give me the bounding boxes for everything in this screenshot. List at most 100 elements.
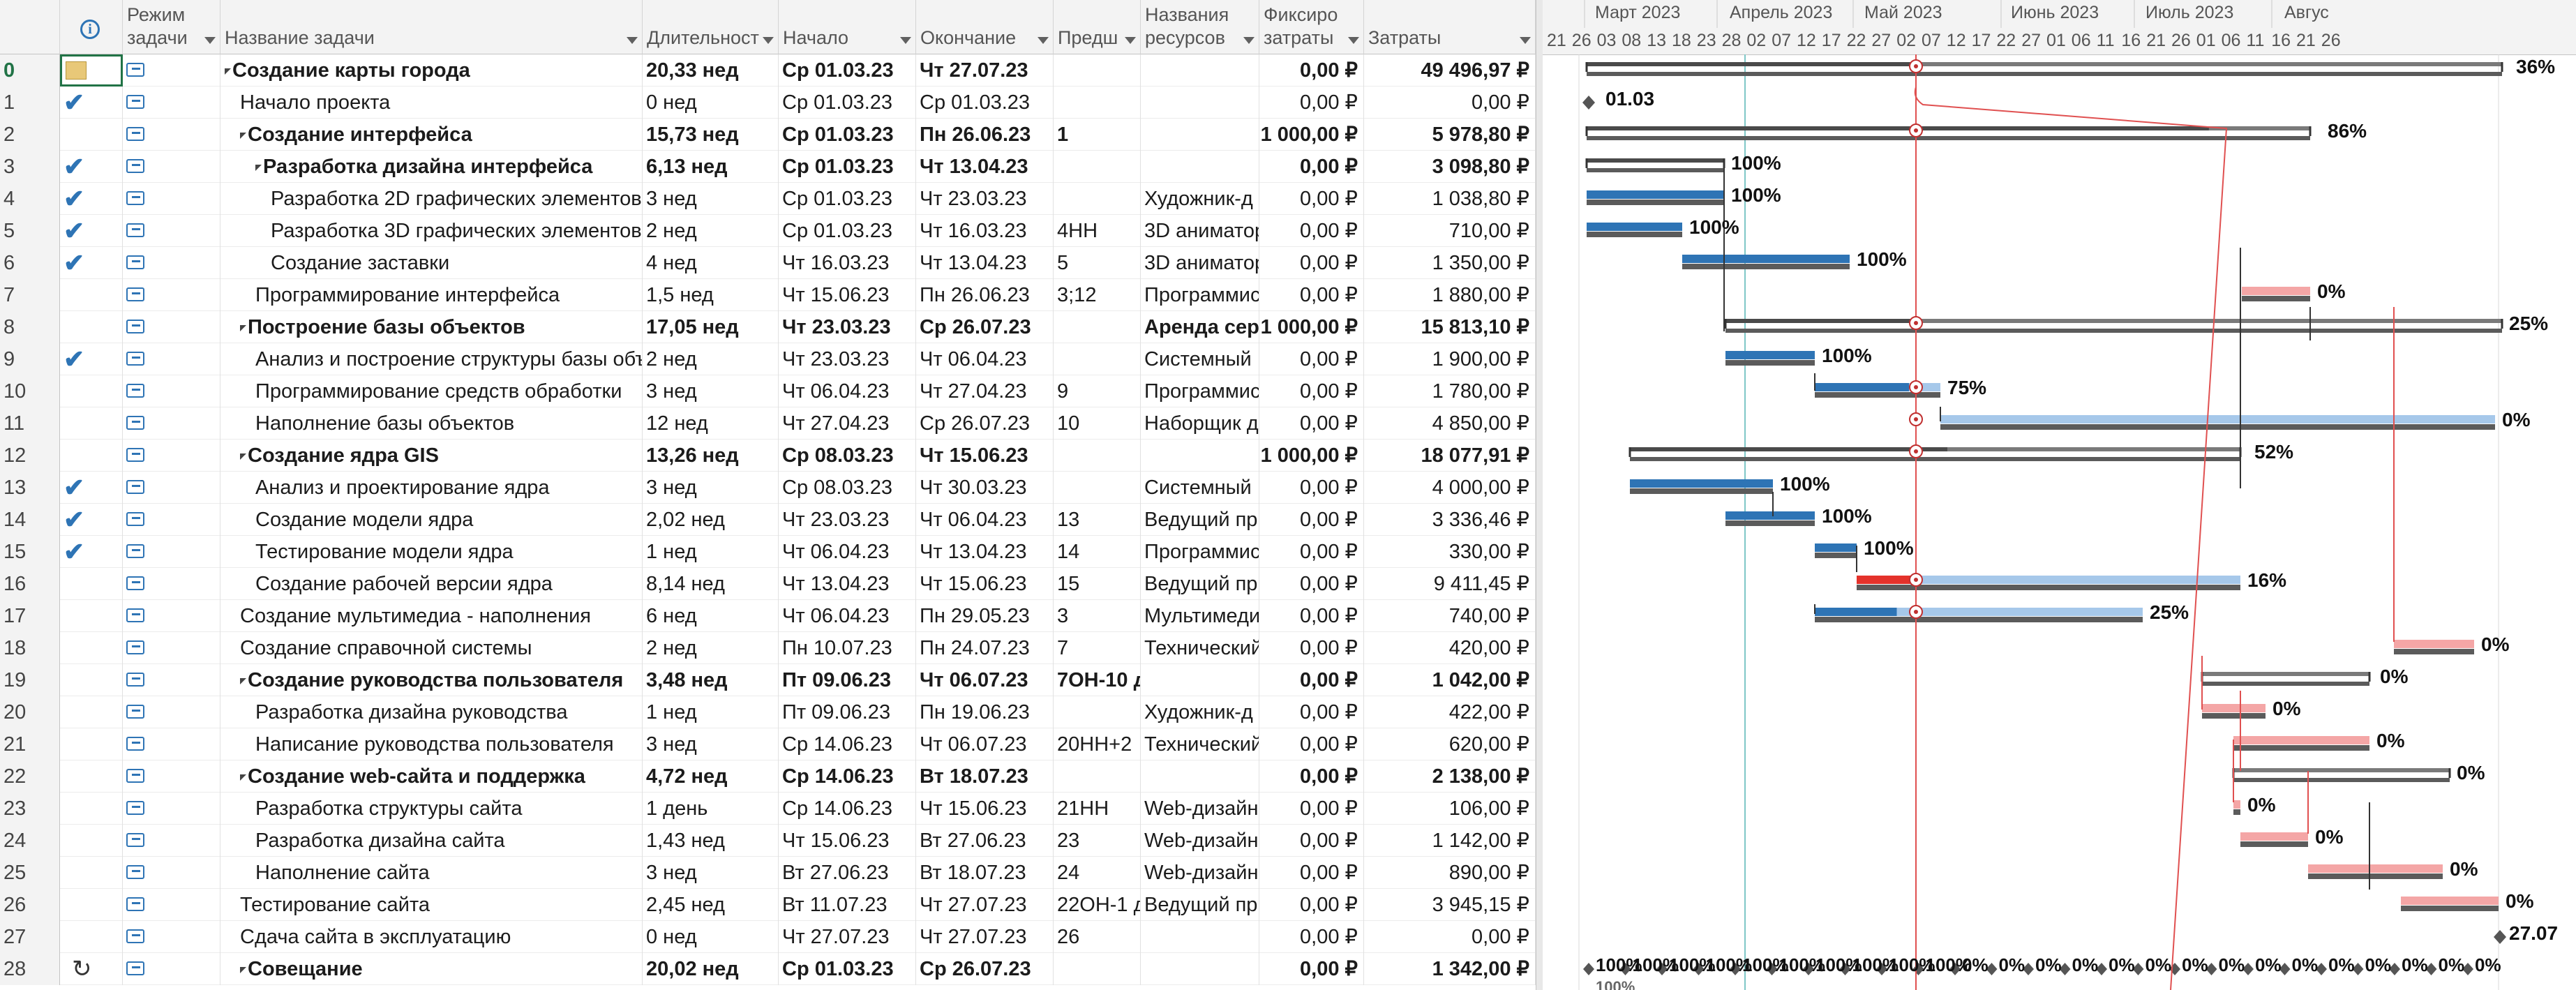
row-number[interactable]: 17 xyxy=(0,600,60,632)
task-duration[interactable]: 6 нед xyxy=(643,600,779,632)
task-start[interactable]: Чт 15.06.23 xyxy=(779,825,916,857)
task-duration[interactable]: 2,02 нед xyxy=(643,504,779,536)
task-mode-cell[interactable] xyxy=(123,472,220,504)
row-number[interactable]: 9 xyxy=(0,343,60,375)
indicator-cell[interactable]: ✔ xyxy=(60,183,123,215)
task-cost[interactable]: 1 142,00 ₽ xyxy=(1364,825,1536,857)
row-number[interactable]: 26 xyxy=(0,889,60,921)
task-finish[interactable]: Чт 13.04.23 xyxy=(916,536,1054,568)
table-row[interactable]: 17 Создание мультимедиа - наполнения 6 нед… xyxy=(0,600,1536,632)
row-number[interactable]: 5 xyxy=(0,215,60,247)
task-res[interactable]: Мультимедиа xyxy=(1141,600,1259,632)
task-duration[interactable]: 3 нед xyxy=(643,728,779,760)
dropdown-arrow-icon[interactable] xyxy=(204,37,216,44)
task-mode-cell[interactable] xyxy=(123,793,220,825)
task-res[interactable] xyxy=(1141,54,1259,87)
task-res[interactable] xyxy=(1141,151,1259,183)
task-cost[interactable]: 5 978,80 ₽ xyxy=(1364,119,1536,151)
task-start[interactable]: Чт 06.04.23 xyxy=(779,600,916,632)
task-fixed[interactable]: 0,00 ₽ xyxy=(1259,728,1364,760)
task-cost[interactable]: 0,00 ₽ xyxy=(1364,921,1536,953)
task-pred[interactable] xyxy=(1054,54,1141,87)
task-pred[interactable]: 7 xyxy=(1054,632,1141,664)
task-start[interactable]: Пн 10.07.23 xyxy=(779,632,916,664)
table-row[interactable]: 27 Сдача сайта в эксплуатацию 0 нед Чт 27.0… xyxy=(0,921,1536,953)
task-res[interactable]: Ведущий пр xyxy=(1141,889,1259,921)
row-number[interactable]: 10 xyxy=(0,375,60,407)
task-pred[interactable]: 22ОН-1 д xyxy=(1054,889,1141,921)
task-start[interactable]: Ср 14.06.23 xyxy=(779,793,916,825)
task-start[interactable]: Ср 14.06.23 xyxy=(779,760,916,793)
table-row[interactable]: 13 ✔ Анализ и проектирование ядра 3 нед Ср 0… xyxy=(0,472,1536,504)
task-res[interactable]: Художник-д xyxy=(1141,183,1259,215)
task-duration[interactable]: 17,05 нед xyxy=(643,311,779,343)
task-cost[interactable]: 49 496,97 ₽ xyxy=(1364,54,1536,87)
task-mode-cell[interactable] xyxy=(123,504,220,536)
task-mode-cell[interactable] xyxy=(123,568,220,600)
task-cost[interactable]: 1 038,80 ₽ xyxy=(1364,183,1536,215)
task-start[interactable]: Чт 06.04.23 xyxy=(779,375,916,407)
task-pred[interactable]: 26 xyxy=(1054,921,1141,953)
task-fixed[interactable]: 0,00 ₽ xyxy=(1259,343,1364,375)
task-name[interactable]: Наполнение базы объектов xyxy=(220,407,643,440)
task-start[interactable]: Пт 09.06.23 xyxy=(779,696,916,728)
task-res[interactable]: Web-дизайн xyxy=(1141,857,1259,889)
task-name[interactable]: Начало проекта xyxy=(220,87,643,119)
task-finish[interactable]: Чт 06.07.23 xyxy=(916,728,1054,760)
task-finish[interactable]: Чт 15.06.23 xyxy=(916,440,1054,472)
task-pred[interactable] xyxy=(1054,472,1141,504)
indicator-cell[interactable] xyxy=(60,54,123,87)
task-res[interactable]: Программист xyxy=(1141,536,1259,568)
task-mode-cell[interactable] xyxy=(123,87,220,119)
task-start[interactable]: Ср 08.03.23 xyxy=(779,472,916,504)
indicator-cell[interactable] xyxy=(60,825,123,857)
task-duration[interactable]: 2 нед xyxy=(643,632,779,664)
task-mode-cell[interactable] xyxy=(123,760,220,793)
task-mode-cell[interactable] xyxy=(123,119,220,151)
name-header[interactable]: Название задачи xyxy=(220,0,643,54)
indicator-cell[interactable] xyxy=(60,600,123,632)
task-finish[interactable]: Пн 29.05.23 xyxy=(916,600,1054,632)
mode-header[interactable]: Режим задачи xyxy=(123,0,220,54)
task-duration[interactable]: 15,73 нед xyxy=(643,119,779,151)
task-finish[interactable]: Чт 06.07.23 xyxy=(916,664,1054,696)
table-row[interactable]: 28 ↻ Совещание 20,02 нед Ср 01.03.23 Ср 26.07… xyxy=(0,953,1536,985)
task-mode-cell[interactable] xyxy=(123,664,220,696)
task-pred[interactable]: 23 xyxy=(1054,825,1141,857)
task-start[interactable]: Чт 27.04.23 xyxy=(779,407,916,440)
row-number[interactable]: 22 xyxy=(0,760,60,793)
task-fixed[interactable]: 0,00 ₽ xyxy=(1259,953,1364,985)
task-res[interactable] xyxy=(1141,664,1259,696)
task-pred[interactable] xyxy=(1054,151,1141,183)
task-cost[interactable]: 15 813,10 ₽ xyxy=(1364,311,1536,343)
dropdown-arrow-icon[interactable] xyxy=(1125,37,1136,44)
task-duration[interactable]: 4 нед xyxy=(643,247,779,279)
task-start[interactable]: Ср 01.03.23 xyxy=(779,151,916,183)
task-mode-cell[interactable] xyxy=(123,215,220,247)
indicators-header[interactable]: i xyxy=(60,0,123,54)
task-finish[interactable]: Чт 27.07.23 xyxy=(916,889,1054,921)
task-res[interactable]: Web-дизайн xyxy=(1141,825,1259,857)
dropdown-arrow-icon[interactable] xyxy=(1348,37,1359,44)
task-finish[interactable]: Вт 18.07.23 xyxy=(916,857,1054,889)
task-cost[interactable]: 1 880,00 ₽ xyxy=(1364,279,1536,311)
indicator-cell[interactable] xyxy=(60,632,123,664)
task-cost[interactable]: 1 900,00 ₽ xyxy=(1364,343,1536,375)
row-number[interactable]: 20 xyxy=(0,696,60,728)
task-fixed[interactable]: 0,00 ₽ xyxy=(1259,472,1364,504)
task-cost[interactable]: 620,00 ₽ xyxy=(1364,728,1536,760)
task-name[interactable]: Создание заставки xyxy=(220,247,643,279)
task-finish[interactable]: Ср 01.03.23 xyxy=(916,87,1054,119)
task-cost[interactable]: 330,00 ₽ xyxy=(1364,536,1536,568)
row-number[interactable]: 21 xyxy=(0,728,60,760)
task-duration[interactable]: 3 нед xyxy=(643,375,779,407)
task-duration[interactable]: 1,5 нед xyxy=(643,279,779,311)
task-duration[interactable]: 20,33 нед xyxy=(643,54,779,87)
task-res[interactable]: 3D аниматор xyxy=(1141,247,1259,279)
task-finish[interactable]: Чт 27.07.23 xyxy=(916,921,1054,953)
task-duration[interactable]: 2 нед xyxy=(643,343,779,375)
task-start[interactable]: Ср 08.03.23 xyxy=(779,440,916,472)
task-cost[interactable]: 710,00 ₽ xyxy=(1364,215,1536,247)
task-pred[interactable]: 5 xyxy=(1054,247,1141,279)
task-name[interactable]: Создание руководства пользователя xyxy=(220,664,643,696)
